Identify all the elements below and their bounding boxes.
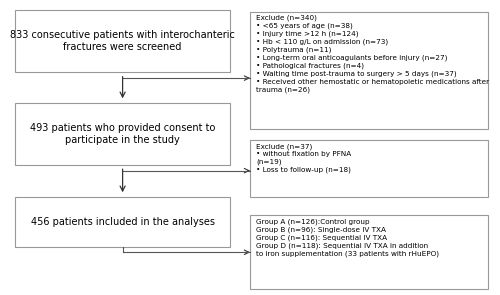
FancyBboxPatch shape bbox=[15, 10, 231, 72]
Text: 833 consecutive patients with interochanteric
fractures were screened: 833 consecutive patients with interochan… bbox=[10, 30, 235, 53]
Text: 456 patients included in the analyses: 456 patients included in the analyses bbox=[30, 217, 214, 227]
FancyBboxPatch shape bbox=[250, 140, 488, 197]
FancyBboxPatch shape bbox=[250, 12, 488, 129]
FancyBboxPatch shape bbox=[15, 197, 231, 247]
Text: Exclude (n=37)
• without fixation by PFNA
(n=19)
• Loss to follow-up (n=18): Exclude (n=37) • without fixation by PFN… bbox=[256, 143, 352, 173]
Text: Group A (n=126):Control group
Group B (n=96): Single-dose IV TXA
Group C (n=116): Group A (n=126):Control group Group B (n… bbox=[256, 218, 440, 257]
FancyBboxPatch shape bbox=[15, 103, 231, 165]
Text: 493 patients who provided consent to
participate in the study: 493 patients who provided consent to par… bbox=[30, 122, 216, 145]
Text: Exclude (n=340)
• <65 years of age (n=38)
• Injury time >12 h (n=124)
• Hb < 110: Exclude (n=340) • <65 years of age (n=38… bbox=[256, 14, 490, 93]
FancyBboxPatch shape bbox=[250, 215, 488, 289]
